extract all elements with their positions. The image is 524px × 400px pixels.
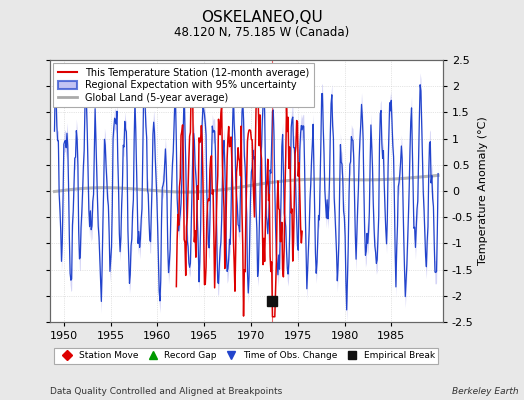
Text: Data Quality Controlled and Aligned at Breakpoints: Data Quality Controlled and Aligned at B… [50,387,282,396]
Legend: Station Move, Record Gap, Time of Obs. Change, Empirical Break: Station Move, Record Gap, Time of Obs. C… [54,348,438,364]
Legend: This Temperature Station (12-month average), Regional Expectation with 95% uncer: This Temperature Station (12-month avera… [53,63,314,108]
Text: 48.120 N, 75.185 W (Canada): 48.120 N, 75.185 W (Canada) [174,26,350,39]
Y-axis label: Temperature Anomaly (°C): Temperature Anomaly (°C) [478,117,488,265]
Text: Berkeley Earth: Berkeley Earth [452,387,519,396]
Text: OSKELANEO,QU: OSKELANEO,QU [201,10,323,25]
